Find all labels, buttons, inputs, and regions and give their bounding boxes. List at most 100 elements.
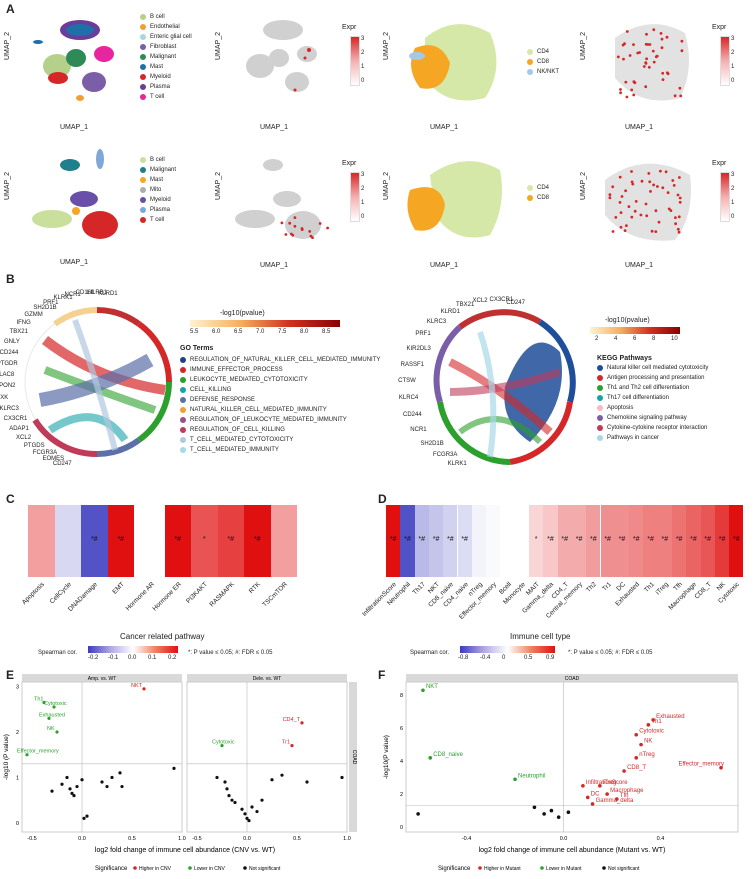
go-scale-tick: 7.0 — [256, 329, 265, 335]
heatmap-c-legend-tick: 0.1 — [148, 655, 157, 661]
heatmap-mark: *# — [632, 536, 640, 543]
umap-cluster — [66, 49, 86, 67]
expr-point — [660, 46, 664, 50]
legend-swatch — [140, 24, 146, 30]
legend-item: T cell — [140, 215, 176, 225]
expr-points — [608, 169, 682, 234]
heatmap-mark: *# — [227, 536, 235, 543]
heatmap-cell: *# — [672, 505, 687, 577]
expr-point — [672, 184, 676, 187]
legend-item: NK/NKT — [527, 67, 559, 77]
volcano-point — [65, 775, 69, 780]
umap-celltype-row2 — [32, 149, 118, 239]
legend-label: T cell — [150, 217, 165, 223]
expr-points — [280, 216, 329, 239]
volcano-point — [225, 787, 229, 791]
heatmap-mark: *# — [432, 536, 440, 543]
heatmap-mark: *# — [618, 536, 626, 543]
heatmap-mark: *# — [461, 536, 468, 543]
umap-ylabel: UMAP_2 — [383, 171, 390, 200]
expr-point — [634, 200, 638, 203]
expr-point — [650, 229, 654, 233]
umap-legend-row1: B cell Endothelial Enteric glial cell Fibro… — [140, 12, 192, 102]
umap-cluster — [409, 52, 425, 60]
legend-swatch — [140, 14, 146, 20]
kegg-gene-label: KLRC4 — [398, 395, 419, 402]
umap-ylabel: UMAP_2 — [4, 171, 11, 200]
legend-label: NK/NKT — [537, 69, 560, 75]
legend-label: Mast — [150, 177, 164, 183]
volcano-point — [340, 775, 344, 780]
go-gene-label: SH2D1B — [33, 305, 57, 312]
expr-point — [628, 54, 632, 57]
expr-point — [678, 200, 682, 204]
volcano-point-label: NK — [644, 739, 652, 745]
legend-swatch — [597, 425, 603, 431]
legend-swatch — [243, 866, 247, 870]
chord-arc — [137, 381, 172, 443]
chord-arc — [96, 437, 141, 457]
volcano-point — [72, 794, 76, 798]
expr-point — [661, 78, 665, 81]
heatmap-d-legend-tick: 0 — [502, 655, 506, 661]
legend-item: CD8 — [527, 57, 559, 67]
volcano-point — [585, 795, 590, 800]
legend-label: Myeloid — [150, 197, 171, 203]
expr-point — [649, 190, 652, 193]
facet-strip — [187, 674, 347, 682]
go-gene-label: CX3CR1 — [3, 416, 28, 423]
chord-arc — [458, 309, 542, 330]
volcano-point — [82, 816, 86, 820]
legend-label: Natural killer cell mediated cytotoxicit… — [607, 365, 709, 371]
legend-label: B cell — [150, 14, 165, 20]
legend-swatch — [140, 177, 146, 183]
expr-scale-title: Expr — [712, 160, 727, 167]
heatmap-mark: *# — [174, 536, 182, 543]
legend-title: Significance — [438, 866, 471, 872]
expr-point — [618, 175, 622, 179]
heatmap-cell: *# — [600, 505, 615, 577]
legend-label: LEUKOCYTE_MEDIATED_CYTOTOXICITY — [190, 377, 308, 383]
expr-point — [280, 221, 284, 225]
legend-label: DEFENSE_RESPONSE — [190, 397, 256, 403]
legend-swatch — [180, 357, 186, 363]
go-gene-label: KLRK1 — [53, 295, 73, 302]
volcano-point — [634, 756, 639, 760]
y-tick: 0 — [400, 825, 403, 831]
expr-point — [619, 91, 622, 95]
legend-label: REGULATION_OF_LEUKOCYTE_MEDIATED_IMMUNIT… — [190, 417, 347, 423]
heatmap-c-legend-tick: -0.1 — [108, 655, 119, 661]
kegg-scale-tick: 6 — [633, 336, 637, 342]
expr-point — [648, 180, 652, 184]
umap-cluster — [82, 211, 118, 239]
umap-xlabel: UMAP_1 — [430, 124, 459, 131]
legend-label: Th1 and Th2 cell differentiation — [607, 385, 690, 391]
volcano-point-label: Gamma_delta — [596, 798, 634, 804]
volcano-point-label: Effector_memory — [678, 762, 724, 768]
expr-point — [630, 88, 634, 92]
chord-link — [477, 331, 497, 458]
heatmap-cell: *# — [244, 505, 271, 577]
umap-expr-row2-b — [605, 163, 691, 241]
volcano-point — [605, 792, 609, 796]
legend-label: T cell — [150, 94, 165, 100]
volcano-point-label: NK — [47, 726, 55, 732]
volcano-point — [581, 784, 585, 788]
volcano-point — [100, 780, 104, 784]
expr-point — [608, 196, 612, 200]
volcano-point — [75, 784, 79, 789]
legend-label: Lower in Mutant — [546, 866, 582, 872]
heatmap-cell: *# — [700, 505, 715, 577]
go-gene-label: TBX21 — [9, 329, 28, 336]
y-tick: 6 — [400, 726, 403, 732]
heatmap-mark: *# — [90, 536, 98, 543]
legend-label: Myeloid — [150, 74, 171, 80]
volcano-point-label: Th1 — [651, 719, 662, 725]
expr-point — [611, 185, 615, 189]
legend-swatch — [140, 74, 146, 80]
volcano-point-label: Cytotoxic — [44, 701, 67, 707]
heatmap-cell: *# — [386, 505, 401, 577]
heatmap-mark: *# — [117, 536, 125, 543]
legend-label: CD8 — [537, 195, 550, 201]
umap-cluster — [235, 210, 275, 228]
